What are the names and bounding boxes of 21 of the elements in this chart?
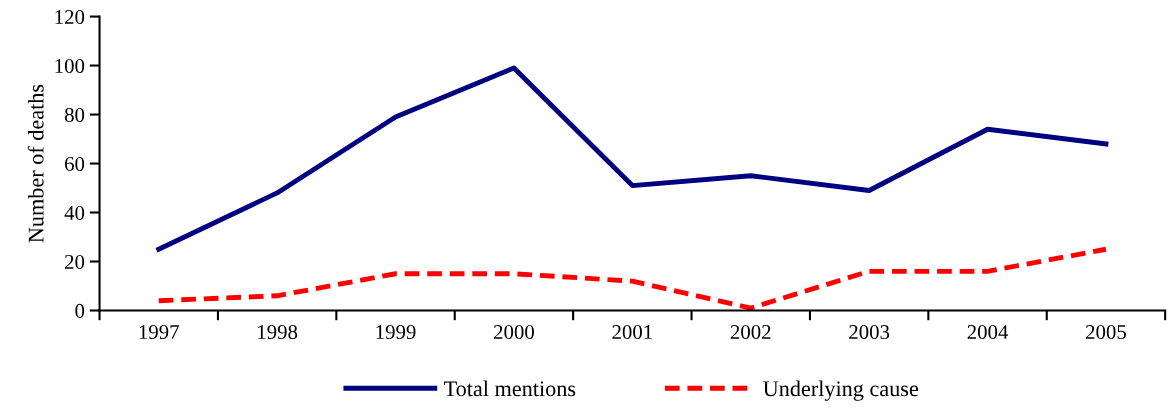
x-tick-label: 2001 (612, 324, 652, 340)
line-series (156, 65, 1109, 252)
x-tick-label: 2002 (730, 324, 771, 340)
x-tick-label: 1999 (376, 325, 416, 340)
y-tick-label: 60 (65, 156, 85, 171)
y-tick-label: 40 (64, 205, 85, 220)
legend-label: Total mentions (444, 380, 576, 397)
legend-label: Underlying cause (763, 380, 919, 401)
x-tick-label: 2000 (494, 324, 534, 340)
y-axis-title: Number of deaths (27, 84, 44, 243)
line-series (156, 246, 1109, 311)
x-tick-label: 1998 (258, 324, 298, 340)
x-tick-label: 2004 (967, 324, 1009, 340)
y-tick-label: 80 (64, 107, 85, 122)
y-tick-label: 120 (55, 9, 85, 24)
y-tick-label: 20 (65, 254, 85, 269)
x-tick-label: 1997 (139, 325, 179, 340)
x-tick-label: 2003 (849, 324, 890, 340)
y-tick-label: 100 (55, 58, 85, 73)
y-tick-label: 0 (75, 303, 85, 318)
x-tick-label: 2005 (1086, 324, 1126, 340)
